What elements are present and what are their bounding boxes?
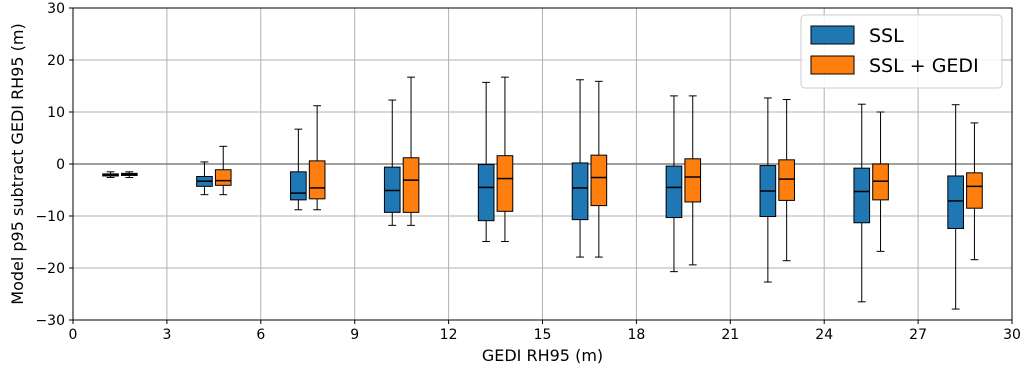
x-tick-label: 21 <box>721 327 739 343</box>
box-ssl-gedi <box>778 99 795 262</box>
box-iqr <box>966 172 983 209</box>
y-tick-label: 0 <box>56 157 65 173</box>
box-ssl <box>196 161 213 196</box>
box-ssl-gedi <box>684 95 702 266</box>
box-series <box>102 76 983 310</box>
x-tick-label: 3 <box>162 327 171 343</box>
box-ssl-gedi <box>590 80 608 258</box>
box-ssl <box>290 128 307 211</box>
y-tick-label: −20 <box>35 261 65 277</box>
box-ssl <box>477 81 495 242</box>
box-ssl <box>571 79 589 258</box>
box-iqr <box>684 158 702 203</box>
legend: SSL SSL + GEDI <box>800 14 1003 89</box>
box-iqr <box>571 162 589 221</box>
legend-label-ssl: SSL <box>869 25 904 47</box>
x-tick-label: 24 <box>815 327 833 343</box>
legend-swatch-ssl-gedi <box>810 55 855 75</box>
x-tick-label: 9 <box>350 327 359 343</box>
box-ssl-gedi <box>308 105 326 211</box>
box-ssl-gedi <box>872 111 889 252</box>
x-tick-label: 0 <box>69 327 78 343</box>
y-axis-label: Model p95 subtract GEDI RH95 (m) <box>8 23 27 304</box>
box-iqr <box>665 165 683 219</box>
box-ssl <box>383 99 401 226</box>
box-ssl <box>759 97 777 283</box>
box-iqr <box>872 163 889 201</box>
x-tick-label: 18 <box>627 327 645 343</box>
x-tick-label: 6 <box>256 327 265 343</box>
y-tick-label: 30 <box>47 1 65 17</box>
box-ssl <box>665 95 683 273</box>
y-tick-label: −30 <box>35 313 65 329</box>
box-iqr <box>383 166 401 213</box>
box-ssl <box>853 103 871 303</box>
box-ssl <box>947 104 964 310</box>
x-tick-label: 30 <box>1003 327 1021 343</box>
box-iqr <box>778 159 795 201</box>
box-iqr <box>496 155 514 212</box>
box-iqr <box>290 171 307 201</box>
x-tick-label: 15 <box>534 327 552 343</box>
box-iqr <box>853 167 871 224</box>
box-ssl-gedi <box>496 76 514 242</box>
box-ssl-gedi <box>402 76 420 226</box>
x-tick-label: 12 <box>440 327 458 343</box>
box-ssl-gedi <box>214 145 232 196</box>
legend-swatch-ssl <box>810 25 855 45</box>
x-axis-label: GEDI RH95 (m) <box>482 346 603 365</box>
y-tick-label: 10 <box>47 105 65 121</box>
y-tick-label: 20 <box>47 53 65 69</box>
box-iqr <box>477 164 495 222</box>
box-iqr <box>947 175 964 229</box>
box-ssl-gedi <box>121 171 138 179</box>
legend-label-ssl-gedi: SSL + GEDI <box>869 55 979 77</box>
box-iqr <box>214 169 232 186</box>
y-tick-label: −10 <box>35 209 65 225</box>
box-iqr <box>590 154 608 207</box>
box-ssl <box>102 171 119 179</box>
axis-ticks: 0 3 6 9 12 15 18 21 24 27 30 −30 −20 −10 0 10 20 30 <box>35 1 1020 343</box>
box-ssl-gedi <box>966 122 983 261</box>
box-iqr <box>308 160 326 200</box>
box-iqr <box>402 157 420 213</box>
x-tick-label: 27 <box>909 327 927 343</box>
